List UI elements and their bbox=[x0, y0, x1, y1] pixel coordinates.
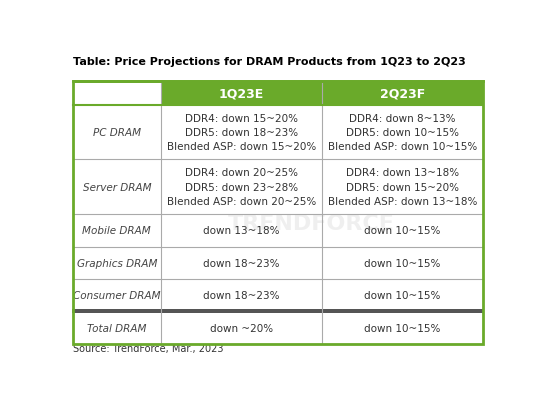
Text: Consumer DRAM: Consumer DRAM bbox=[73, 291, 160, 301]
Text: Graphics DRAM: Graphics DRAM bbox=[76, 258, 157, 268]
Bar bbox=[322, 82, 483, 105]
Text: down 10~15%: down 10~15% bbox=[364, 226, 441, 236]
Text: down 10~15%: down 10~15% bbox=[364, 258, 441, 268]
Text: Mobile DRAM: Mobile DRAM bbox=[82, 226, 151, 236]
Text: 2Q23F: 2Q23F bbox=[380, 87, 425, 100]
Text: down 18~23%: down 18~23% bbox=[203, 258, 280, 268]
Text: DDR4: down 20~25%
DDR5: down 23~28%
Blended ASP: down 20~25%: DDR4: down 20~25% DDR5: down 23~28% Blen… bbox=[167, 168, 316, 207]
Text: down 18~23%: down 18~23% bbox=[203, 291, 280, 301]
Text: Server DRAM: Server DRAM bbox=[82, 182, 151, 192]
Text: down 10~15%: down 10~15% bbox=[364, 323, 441, 333]
Text: Total DRAM: Total DRAM bbox=[87, 323, 147, 333]
Bar bbox=[73, 82, 483, 344]
Text: DDR4: down 8~13%
DDR5: down 10~15%
Blended ASP: down 10~15%: DDR4: down 8~13% DDR5: down 10~15% Blend… bbox=[328, 113, 477, 152]
Text: DDR4: down 13~18%
DDR5: down 15~20%
Blended ASP: down 13~18%: DDR4: down 13~18% DDR5: down 15~20% Blen… bbox=[328, 168, 477, 207]
Bar bbox=[161, 82, 322, 105]
Text: Table: Price Projections for DRAM Products from 1Q23 to 2Q23: Table: Price Projections for DRAM Produc… bbox=[73, 56, 466, 66]
Text: PC DRAM: PC DRAM bbox=[93, 128, 141, 138]
Text: DDR4: down 15~20%
DDR5: down 18~23%
Blended ASP: down 15~20%: DDR4: down 15~20% DDR5: down 18~23% Blen… bbox=[167, 113, 316, 152]
Text: Source: TrendForce, Mar., 2023: Source: TrendForce, Mar., 2023 bbox=[73, 343, 223, 353]
Text: down 13~18%: down 13~18% bbox=[203, 226, 280, 236]
Text: down ~20%: down ~20% bbox=[210, 323, 273, 333]
Text: TRENDFORCE: TRENDFORCE bbox=[228, 213, 395, 233]
Text: 1Q23E: 1Q23E bbox=[219, 87, 264, 100]
Text: down 10~15%: down 10~15% bbox=[364, 291, 441, 301]
